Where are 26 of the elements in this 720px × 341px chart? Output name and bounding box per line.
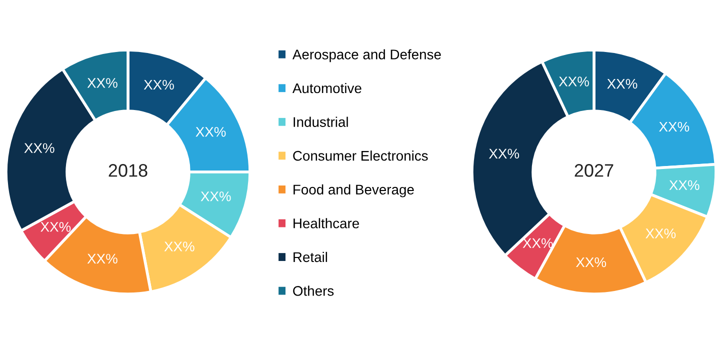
legend-label: Others: [293, 286, 334, 296]
legend-label: Industrial: [294, 116, 348, 127]
legend-label: Healthcare: [294, 218, 359, 228]
data-label: XX%: [607, 78, 638, 89]
text: 2018: [108, 164, 148, 177]
legend-label: Retail: [294, 252, 328, 262]
legend-label: Automotive: [292, 82, 362, 94]
data-label: XX%: [164, 242, 194, 252]
data-label: XX%: [659, 122, 690, 132]
data-label: XX%: [87, 254, 118, 264]
data-label: XX%: [576, 257, 606, 268]
data-label: XX%: [24, 143, 54, 153]
data-label: XX%: [522, 238, 553, 248]
data-label: XX%: [87, 78, 118, 88]
legend-label: Consumer Electronics: [293, 150, 428, 161]
legend-label: Food and Beverage: [294, 184, 414, 198]
data-label: XX%: [40, 222, 71, 232]
data-label: XX%: [669, 180, 700, 190]
legend-label: Aerospace and Defense: [292, 49, 441, 62]
data-label: XX%: [488, 148, 520, 159]
data-label: XX%: [558, 76, 589, 86]
text: 2027: [574, 164, 614, 177]
data-label: XX%: [646, 228, 676, 238]
data-label: XX%: [144, 80, 174, 90]
data-label: XX%: [200, 191, 231, 202]
data-label: XX%: [196, 126, 226, 137]
